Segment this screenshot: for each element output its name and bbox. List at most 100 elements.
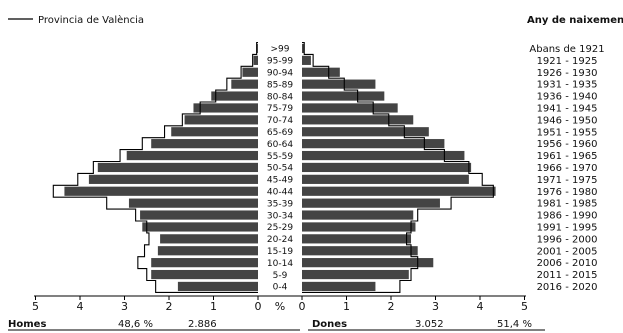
men-bars: [64, 43, 259, 292]
birth-year-label: 1961 - 1965: [537, 151, 598, 162]
x-axis-unit: %: [275, 300, 285, 313]
bar-women-95-99: [302, 55, 311, 65]
province-outline: [52, 41, 494, 293]
age-label: 10-14: [267, 259, 293, 269]
birth-year-label: 1936 - 1940: [537, 92, 598, 103]
birth-year-label: 2011 - 2015: [537, 270, 598, 281]
birth-year-label: 1986 - 1990: [537, 211, 598, 222]
bar-men-20-24: [160, 234, 258, 244]
bar-women-40-44: [302, 186, 496, 196]
bar-women-55-59: [302, 150, 465, 161]
bar-men-0-4: [177, 281, 258, 292]
tick-label-right: 0: [299, 300, 306, 313]
birth-year-label: 2001 - 2005: [537, 246, 598, 257]
men-label: Homes: [8, 319, 46, 330]
bar-women-90-94: [302, 67, 340, 77]
bar-men-95-99: [253, 55, 258, 65]
x-axis-ticks: 5 4 3 2 1 0 0 1 2 3 4 5: [32, 296, 528, 313]
bar-women-30-34: [302, 210, 414, 220]
age-label: 50-54: [267, 164, 293, 174]
birth-year-label: 1931 - 1935: [537, 80, 598, 91]
bar-men-80-84: [211, 91, 258, 101]
tick-label-left: 3: [121, 300, 128, 313]
tick-label-right: 1: [343, 300, 350, 313]
bar-women-70-74: [302, 115, 414, 125]
bar-women-45-49: [302, 174, 469, 184]
legend-outline-label: Provincia de València: [38, 14, 144, 26]
age-label: >99: [271, 45, 290, 55]
age-label: 95-99: [267, 57, 293, 67]
age-label: 85-89: [267, 80, 293, 90]
men-percentage: 48,6 %: [118, 319, 153, 330]
birth-year-label: 1956 - 1960: [537, 139, 598, 150]
tick-label-left: 5: [32, 300, 39, 313]
bar-men-5-9: [151, 269, 258, 280]
bar-women-25-29: [302, 222, 416, 232]
birth-year-label: 1941 - 1945: [537, 103, 598, 114]
bar-men-75-79: [193, 103, 258, 113]
women-label: Dones: [312, 319, 347, 330]
bar-women->99: [302, 43, 305, 54]
birth-year-label: Abans de 1921: [529, 44, 604, 55]
bar-women-85-89: [302, 79, 376, 89]
age-label: 80-84: [267, 92, 293, 102]
tick-label-left: 4: [77, 300, 84, 313]
bar-men-15-19: [157, 246, 258, 256]
age-label: 25-29: [267, 223, 293, 233]
age-label: 60-64: [267, 140, 293, 150]
tick-label-right: 5: [521, 300, 528, 313]
tick-label-right: 4: [477, 300, 484, 313]
birth-year-label: 1971 - 1975: [537, 175, 598, 186]
bar-men->99: [257, 43, 258, 54]
women-percentage: 51,4 %: [497, 319, 532, 330]
age-label: 90-94: [267, 68, 293, 78]
women-bars: [302, 43, 496, 292]
bar-women-15-19: [302, 246, 418, 256]
age-label: 15-19: [267, 247, 293, 257]
bar-men-40-44: [64, 186, 258, 196]
age-label: 30-34: [267, 211, 293, 221]
outline-men: [52, 41, 258, 293]
bar-women-20-24: [302, 234, 412, 244]
women-total: 3.052: [415, 319, 444, 330]
bar-women-75-79: [302, 103, 398, 113]
bar-men-30-34: [140, 210, 258, 220]
age-label: 0-4: [273, 283, 288, 293]
bar-men-45-49: [88, 174, 259, 184]
birth-year-label: 1921 - 1925: [537, 56, 598, 67]
men-total: 2.886: [188, 319, 217, 330]
age-label: 5-9: [273, 271, 288, 281]
age-label: 75-79: [267, 104, 293, 114]
bar-men-60-64: [151, 139, 258, 149]
bar-men-35-39: [128, 198, 258, 208]
bar-men-85-89: [231, 79, 258, 89]
bar-women-10-14: [302, 258, 434, 268]
tick-label-left: 1: [210, 300, 217, 313]
tick-label-right: 3: [432, 300, 439, 313]
age-label: 55-59: [267, 152, 293, 162]
birth-year-label: 1991 - 1995: [537, 222, 598, 233]
age-label: 65-69: [267, 128, 293, 138]
bar-men-65-69: [171, 127, 258, 137]
bar-women-80-84: [302, 91, 385, 101]
birth-year-label: 1946 - 1950: [537, 115, 598, 126]
bar-men-90-94: [242, 67, 258, 77]
birth-year-label: 1951 - 1955: [537, 127, 598, 138]
bar-women-5-9: [302, 269, 409, 280]
bar-men-70-74: [184, 115, 258, 125]
bar-men-55-59: [126, 150, 258, 161]
birth-year-label: 1976 - 1980: [537, 187, 598, 198]
bar-women-35-39: [302, 198, 440, 208]
birth-year-label: 1981 - 1985: [537, 199, 598, 210]
age-label: 20-24: [267, 235, 293, 245]
outline-women: [302, 41, 494, 293]
bar-women-60-64: [302, 139, 445, 149]
bar-women-65-69: [302, 127, 429, 137]
age-label: 35-39: [267, 199, 293, 209]
bar-men-50-54: [97, 162, 258, 173]
birth-year-label: 2006 - 2010: [537, 258, 598, 269]
